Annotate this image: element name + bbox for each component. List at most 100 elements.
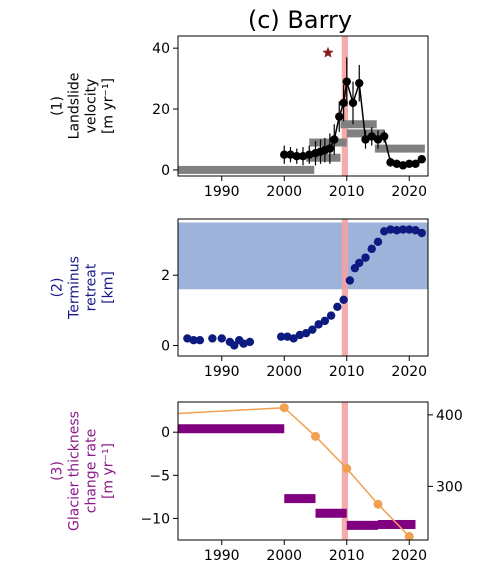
plot-area [178,402,416,540]
y-axis-label-line: (2) [50,278,66,298]
retreat-point [355,258,364,268]
retreat-point [411,226,420,235]
retreat-point [217,334,226,343]
y-tick-label: 0 [161,163,170,179]
retreat-point [386,225,395,234]
velocity-point [355,78,364,88]
y-axis-label: (2)Terminusretreat[km] [50,256,117,320]
star-marker [322,46,334,58]
retreat-point [345,276,355,285]
velocity-point [342,77,351,86]
velocity-point [417,155,426,164]
x-tick-label: 2020 [391,184,427,200]
y-axis-label: (3)Glacier thicknesschange rate[m yr⁻¹] [50,411,117,531]
x-tick-label: 1990 [204,548,240,564]
velocity-point [361,135,370,144]
y-tick-label: 0 [161,425,170,441]
velocity-bar [374,144,425,153]
velocity-bar [306,153,341,162]
x-tick-label: 1990 [204,184,240,200]
y-tick-label: 0 [161,338,170,354]
velocity-point [292,152,301,161]
retreat-point [276,332,286,341]
velocity-point [373,135,383,144]
y-axis-label-line: change rate [84,429,100,513]
retreat-point [333,302,342,312]
x-tick-label: 1990 [204,364,240,380]
retreat-point [314,320,323,329]
secondary-point [373,499,383,509]
y-tick-label: −10 [140,511,170,527]
highlight-span [341,219,348,356]
retreat-point [392,226,401,235]
y2-tick-label: 400 [436,408,463,424]
plot-area [178,36,426,176]
velocity-point [411,159,420,169]
secondary-line [178,406,410,537]
velocity-point [405,159,414,169]
thickness-bar [178,424,285,434]
retreat-point [339,295,348,304]
y-axis-label-line: [km] [101,271,117,304]
y-axis-label-line: retreat [84,263,100,311]
y-axis-label-line: Glacier thickness [67,411,83,531]
secondary-point [342,463,352,473]
velocity-point [348,98,358,108]
x-tick-label: 2000 [266,364,302,380]
y-axis-label-line: Landslide [67,73,83,140]
velocity-bar [309,138,347,147]
velocity-point [367,132,376,141]
y-tick-label: −5 [149,468,170,484]
x-tick-label: 2010 [329,184,365,200]
retreat-point [289,334,298,343]
thickness-bar [284,494,316,504]
retreat-point [373,237,383,247]
x-tick-label: 2010 [329,548,365,564]
secondary-point [311,431,320,441]
axes-frame [177,35,429,177]
y-tick-label: 40 [152,41,170,57]
velocity-point [330,135,339,144]
retreat-point [320,316,330,326]
plot-area [178,219,428,356]
retreat-point [230,341,239,350]
retreat-point [361,253,370,262]
retreat-point [245,337,255,347]
x-tick-label: 2010 [329,364,365,380]
thickness-bar [346,520,378,530]
y-axis-label-line: velocity [84,79,100,134]
x-tick-label: 2020 [391,548,427,564]
velocity-bar [178,165,315,174]
retreat-point [189,335,198,345]
y-axis-label-line: [m yr⁻¹] [101,443,117,499]
velocity-point [380,132,389,141]
figure-title: (c) Barry [248,6,352,34]
velocity-point [339,98,348,108]
retreat-point [367,244,376,254]
retreat-point [326,311,336,320]
y-axis-label-line: (1) [50,96,66,116]
velocity-bar [340,120,377,129]
retreat-point [398,225,408,234]
y-axis-label: (1)Landslidevelocity[m yr⁻¹] [50,73,117,140]
retreat-point [208,334,217,343]
thickness-bar [315,508,347,518]
secondary-point [279,403,289,413]
retreat-point [417,228,426,238]
y-tick-label: 20 [152,102,170,118]
x-tick-label: 2020 [391,364,427,380]
y-axis-label-line: Terminus [67,256,83,320]
x-tick-label: 2000 [266,184,302,200]
x-tick-label: 2000 [266,548,302,564]
y-axis-label-line: (3) [50,461,66,481]
velocity-point [325,144,335,153]
y-axis-label-line: [m yr⁻¹] [101,78,117,134]
retreat-point [195,335,205,345]
velocity-point [280,150,289,159]
velocity-point [335,112,344,121]
retreat-point [405,225,414,234]
y-tick-label: 2 [161,268,170,284]
axes-frame [177,218,429,357]
secondary-point [404,531,414,540]
